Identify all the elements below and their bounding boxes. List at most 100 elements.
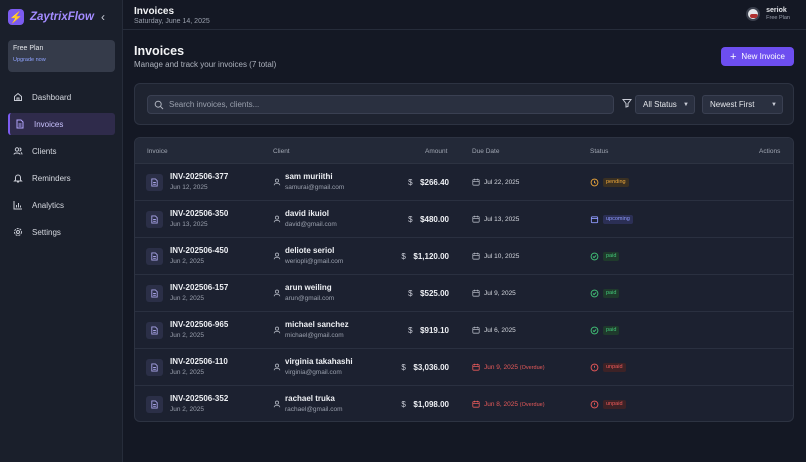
client-email: samurai@gmail.com	[285, 184, 345, 191]
top-bar: Invoices Saturday, June 14, 2025 seriok …	[123, 0, 806, 30]
upgrade-link[interactable]: Upgrade now	[13, 57, 46, 63]
users-icon	[13, 146, 23, 156]
client-name: david ikuiol	[285, 209, 330, 218]
due-date: Jul 9, 2025	[484, 290, 516, 297]
dollar-icon: $	[408, 326, 413, 335]
status-select-value: All Status	[643, 100, 677, 109]
invoice-document-icon	[146, 322, 163, 339]
sidebar-item-analytics[interactable]: Analytics	[8, 194, 115, 216]
invoice-document-icon	[146, 359, 163, 376]
invoice-number[interactable]: INV-202506-350	[170, 209, 229, 218]
table-row[interactable]: INV-202506-377 Jun 12, 2025 sam muriithi sa…	[135, 164, 793, 201]
table-row[interactable]: INV-202506-965 Jun 2, 2025 michael sanchez…	[135, 312, 793, 349]
user-icon	[273, 215, 281, 223]
chart-icon	[13, 200, 23, 210]
check-circle-icon	[590, 326, 599, 335]
dollar-icon: $	[401, 252, 406, 261]
invoice-amount: $525.00	[420, 289, 449, 298]
status-badge: unpaid	[603, 363, 626, 372]
sidebar-item-label: Dashboard	[32, 92, 72, 102]
invoice-number[interactable]: INV-202506-352	[170, 394, 229, 403]
user-icon	[273, 289, 281, 297]
gear-icon	[13, 227, 23, 237]
table-row[interactable]: INV-202506-157 Jun 2, 2025 arun weiling aru…	[135, 275, 793, 312]
new-invoice-button[interactable]: + New Invoice	[721, 47, 794, 66]
sidebar-item-clients[interactable]: Clients	[8, 140, 115, 162]
due-date: Jul 22, 2025	[484, 179, 519, 186]
search-box[interactable]	[147, 95, 614, 114]
status-badge: upcoming	[603, 215, 633, 224]
sidebar: ⚡ ZaytrixFlow ‹ Free Plan Upgrade now Da…	[0, 0, 123, 462]
column-client: Client	[273, 148, 290, 155]
client-email: david@gmail.com	[285, 221, 337, 228]
calendar-icon	[472, 363, 480, 371]
invoice-date: Jun 2, 2025	[170, 332, 204, 339]
brand[interactable]: ⚡ ZaytrixFlow	[8, 9, 94, 25]
table-row[interactable]: INV-202506-450 Jun 2, 2025 deliote seriol w…	[135, 238, 793, 275]
invoice-amount: $480.00	[420, 215, 449, 224]
table-row[interactable]: INV-202506-350 Jun 13, 2025 david ikuiol da…	[135, 201, 793, 238]
sidebar-item-reminders[interactable]: Reminders	[8, 167, 115, 189]
column-amount: Amount	[425, 148, 448, 155]
search-input[interactable]	[169, 100, 609, 109]
due-date-value: Jul 22, 2025	[484, 179, 520, 186]
user-icon	[273, 326, 281, 334]
user-icon	[273, 363, 281, 371]
sidebar-item-invoices[interactable]: Invoices	[8, 113, 115, 135]
invoice-document-icon	[146, 211, 163, 228]
dollar-icon: $	[401, 363, 406, 372]
status-select[interactable]: All Status ▼	[635, 95, 695, 114]
invoice-number[interactable]: INV-202506-377	[170, 172, 229, 181]
sort-select-value: Newest First	[710, 100, 755, 109]
column-actions: Actions	[759, 148, 781, 155]
due-date: Jun 8, 2025 (Overdue)	[484, 401, 545, 408]
invoice-amount: $919.10	[420, 326, 449, 335]
user-menu[interactable]: seriok Free Plan	[746, 7, 790, 21]
alert-circle-icon	[590, 400, 599, 409]
table-row[interactable]: INV-202506-352 Jun 2, 2025 rachael truka ra…	[135, 386, 793, 421]
invoice-amount: $266.40	[420, 178, 449, 187]
invoice-number[interactable]: INV-202506-965	[170, 320, 229, 329]
invoice-date: Jun 13, 2025	[170, 221, 208, 228]
plan-card: Free Plan Upgrade now	[8, 40, 115, 72]
chevron-down-icon: ▼	[771, 101, 777, 108]
invoice-number[interactable]: INV-202506-157	[170, 283, 229, 292]
sidebar-item-dashboard[interactable]: Dashboard	[8, 86, 115, 108]
client-email: virginia@gmail.com	[285, 369, 342, 376]
calendar-icon	[472, 252, 480, 260]
due-date-value: Jun 9, 2025	[484, 364, 518, 371]
dollar-icon: $	[408, 215, 413, 224]
invoice-document-icon	[146, 248, 163, 265]
table-row[interactable]: INV-202506-110 Jun 2, 2025 virginia takaha…	[135, 349, 793, 386]
invoice-date: Jun 2, 2025	[170, 295, 204, 302]
invoice-date: Jun 2, 2025	[170, 258, 204, 265]
sort-select[interactable]: Newest First ▼	[702, 95, 783, 114]
due-date: Jun 9, 2025 (Overdue)	[484, 364, 545, 371]
table-header: Invoice Client Amount Due Date Status Ac…	[135, 138, 793, 164]
dollar-icon: $	[408, 178, 413, 187]
sidebar-item-settings[interactable]: Settings	[8, 221, 115, 243]
sidebar-item-label: Invoices	[34, 119, 64, 129]
invoice-number[interactable]: INV-202506-110	[170, 357, 228, 366]
check-circle-icon	[590, 289, 599, 298]
column-status: Status	[590, 148, 609, 155]
client-name: michael sanchez	[285, 320, 349, 329]
sidebar-item-label: Analytics	[32, 200, 65, 210]
user-name: seriok	[766, 7, 787, 14]
user-plan: Free Plan	[766, 15, 790, 21]
client-name: sam muriithi	[285, 172, 333, 181]
collapse-sidebar-icon[interactable]: ‹	[101, 10, 105, 24]
home-icon	[13, 92, 23, 102]
sidebar-item-label: Settings	[32, 227, 61, 237]
invoice-document-icon	[146, 174, 163, 191]
status-badge: paid	[603, 326, 620, 335]
header-date: Saturday, June 14, 2025	[134, 18, 210, 25]
invoices-table: Invoice Client Amount Due Date Status Ac…	[134, 137, 794, 422]
user-icon	[273, 252, 281, 260]
due-date-value: Jul 13, 2025	[484, 216, 520, 223]
invoice-amount: $1,098.00	[413, 400, 449, 409]
invoice-number[interactable]: INV-202506-450	[170, 246, 229, 255]
avatar	[746, 7, 761, 21]
invoice-amount: $1,120.00	[413, 252, 449, 261]
filter-icon[interactable]	[622, 98, 632, 108]
